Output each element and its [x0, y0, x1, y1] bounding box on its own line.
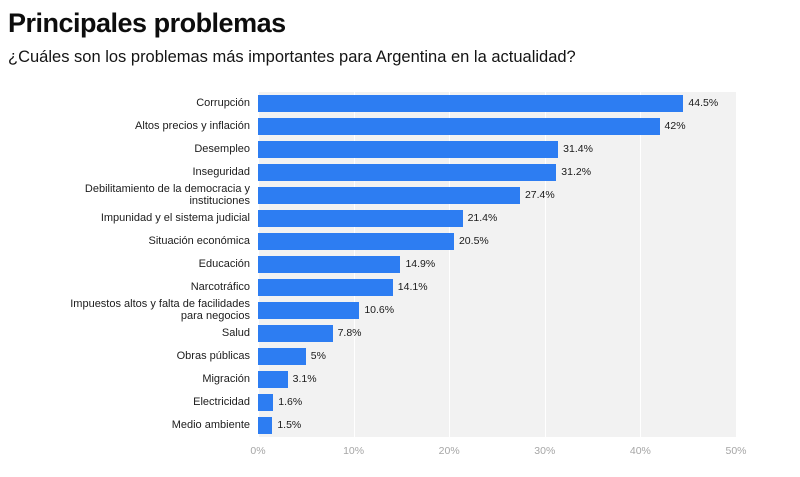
bar-value-label: 3.1% [292, 373, 317, 386]
bar-row: Corrupción 44.5% [8, 92, 736, 115]
bar-chart: Corrupción 44.5% Altos precios y inflación… [8, 91, 737, 437]
bar-area: 14.9% [258, 253, 736, 276]
bar [258, 140, 559, 158]
bar-value-label: 44.5% [688, 97, 719, 110]
bar-area: 3.1% [258, 368, 736, 391]
bar [258, 301, 360, 319]
category-label: Impuestos altos y falta de facilidades p… [70, 298, 250, 323]
bar-row: Obras públicas 5% [8, 345, 736, 368]
bar-value-label: 1.6% [278, 396, 303, 409]
bar-area: 27.4% [258, 184, 736, 207]
bar-row: Desempleo 31.4% [8, 138, 736, 161]
bar [258, 232, 454, 250]
axis-tick-label: 20% [438, 444, 460, 457]
bar-row: Altos precios y inflación 42% [8, 115, 736, 138]
category-label: Electricidad [193, 396, 250, 409]
bar-value-label: 21.4% [467, 212, 498, 225]
category-label: Salud [221, 327, 250, 340]
bar-area: 44.5% [258, 92, 736, 115]
category-label: Altos precios y inflación [135, 120, 250, 133]
category-label: Corrupción [196, 97, 250, 110]
category-label: Medio ambiente [171, 419, 250, 432]
bar [258, 347, 306, 365]
bar-value-label: 14.1% [397, 281, 428, 294]
category-label: Migración [202, 373, 250, 386]
x-axis: 0% 10% 20% 30% 40% 50% [250, 444, 746, 463]
bar-value-label: 31.2% [561, 166, 592, 179]
bar [258, 117, 660, 135]
bar-value-label: 20.5% [458, 235, 489, 248]
bar-area: 21.4% [258, 207, 736, 230]
bar-value-label: 10.6% [364, 304, 395, 317]
bar-area: 7.8% [258, 322, 736, 345]
bar-area: 1.5% [258, 414, 736, 437]
bar-row: Migración 3.1% [8, 368, 736, 391]
bar-row: Educación 14.9% [8, 253, 736, 276]
bar [258, 94, 684, 112]
bar-value-label: 42% [664, 120, 686, 133]
bar-value-label: 14.9% [405, 258, 436, 271]
bar [258, 370, 288, 388]
gridline [736, 91, 737, 437]
category-label: Impunidad y el sistema judicial [100, 212, 250, 225]
bar-value-label: 1.5% [277, 419, 302, 432]
category-label: Desempleo [194, 143, 250, 156]
bar-value-label: 31.4% [563, 143, 593, 156]
bar-row: Medio ambiente 1.5% [8, 414, 736, 437]
bar-value-label: 27.4% [524, 189, 555, 202]
chart-title: Principales problemas [8, 8, 286, 38]
chart-header: Principales problemas ¿Cuáles son los pr… [0, 0, 800, 68]
bar [258, 163, 557, 181]
category-label: Narcotráfico [190, 281, 250, 294]
axis-tick-label: 40% [629, 444, 651, 457]
bar-area: 31.2% [258, 161, 736, 184]
bar-area: 20.5% [258, 230, 736, 253]
bar [258, 186, 520, 204]
bar-row: Electricidad 1.6% [8, 391, 736, 414]
bar [258, 209, 463, 227]
bar [258, 324, 333, 342]
bar-area: 5% [258, 345, 736, 368]
bar [258, 278, 393, 296]
axis-tick-label: 50% [725, 444, 747, 457]
axis-tick-label: 30% [534, 444, 556, 457]
chart-subtitle: ¿Cuáles son los problemas más importante… [8, 48, 576, 67]
bar-area: 31.4% [258, 138, 736, 161]
bar-area: 1.6% [258, 391, 736, 414]
bar-row: Salud 7.8% [8, 322, 736, 345]
bar-value-label: 5% [310, 350, 326, 363]
category-label: Situación económica [148, 235, 250, 248]
bar-row: Debilitamiento de la democracia y instit… [8, 183, 736, 208]
bar [258, 255, 401, 273]
bar-row: Narcotráfico 14.1% [8, 276, 736, 299]
category-label: Obras públicas [176, 350, 250, 363]
category-label: Inseguridad [192, 166, 251, 179]
bar-value-label: 7.8% [337, 327, 362, 340]
category-label: Educación [198, 258, 250, 271]
axis-tick-label: 0% [250, 444, 266, 457]
bar-area: 10.6% [258, 299, 736, 322]
bar [258, 416, 273, 434]
bar-area: 42% [258, 115, 736, 138]
axis-tick-label: 10% [343, 444, 365, 457]
category-label: Debilitamiento de la democracia y instit… [84, 183, 250, 208]
bar-row: Impuestos altos y falta de facilidades p… [8, 298, 736, 323]
bar [258, 393, 274, 411]
bar-row: Inseguridad 31.2% [8, 161, 736, 184]
bar-row: Situación económica 20.5% [8, 230, 736, 253]
bar-rows: Corrupción 44.5% Altos precios y inflación… [8, 92, 736, 437]
bar-area: 14.1% [258, 276, 736, 299]
bar-row: Impunidad y el sistema judicial 21.4% [8, 207, 736, 230]
